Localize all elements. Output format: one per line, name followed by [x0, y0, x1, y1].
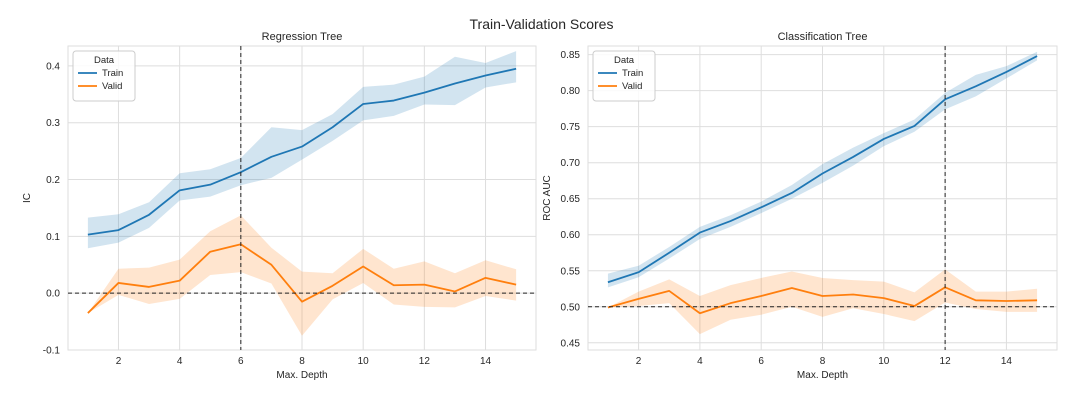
valid-series-line: [87, 243, 517, 314]
x-tick-label: 8: [299, 356, 305, 367]
x-tick-label: 2: [116, 356, 122, 367]
valid-confidence-band: [87, 215, 517, 336]
figure-title: Train-Validation Scores: [469, 16, 614, 32]
legend-label-train: Train: [622, 68, 643, 79]
legend-label-train: Train: [102, 68, 123, 79]
x-tick-label: 2: [636, 356, 642, 367]
x-tick-label: 6: [758, 356, 764, 367]
y-tick-label: 0.3: [46, 118, 60, 129]
legend-box: [72, 50, 136, 102]
y-axis-label: IC: [22, 193, 33, 203]
x-tick-label: 10: [878, 356, 890, 367]
y-tick-label: 0.45: [561, 338, 581, 349]
valid-confidence-band: [607, 269, 1038, 335]
subplot-title: Regression Tree: [262, 31, 343, 43]
train-confidence-band: [87, 51, 517, 249]
x-tick-label: 12: [419, 356, 431, 367]
y-tick-label: -0.1: [43, 346, 61, 357]
legend-title: Data: [94, 55, 115, 66]
x-tick-label: 8: [820, 356, 826, 367]
y-tick-label: 0.50: [561, 302, 581, 313]
train-series-line: [87, 67, 517, 236]
y-tick-label: 0.85: [561, 50, 581, 61]
legend-title: Data: [614, 55, 635, 66]
x-tick-label: 12: [940, 356, 952, 367]
x-axis-label: Max. Depth: [276, 370, 327, 381]
data-layer: [68, 46, 536, 350]
y-tick-label: 0.75: [561, 122, 581, 133]
train-confidence-band: [607, 51, 1038, 288]
subplot-title: Classification Tree: [778, 31, 868, 43]
train-series-line: [607, 55, 1038, 284]
legend-label-valid: Valid: [102, 81, 122, 92]
y-tick-label: 0.55: [561, 266, 581, 277]
y-tick-label: 0.80: [561, 86, 581, 97]
y-tick-label: 0.2: [46, 175, 60, 186]
x-axis-label: Max. Depth: [797, 370, 848, 381]
data-layer: [588, 46, 1057, 350]
legend-box: [592, 50, 656, 102]
x-tick-label: 4: [177, 356, 183, 367]
x-tick-label: 4: [697, 356, 703, 367]
x-tick-label: 14: [480, 356, 492, 367]
x-tick-label: 14: [1001, 356, 1013, 367]
valid-series-line: [607, 286, 1038, 315]
y-tick-label: 0.4: [46, 61, 60, 72]
legend-label-valid: Valid: [622, 81, 642, 92]
y-tick-label: 0.60: [561, 230, 581, 241]
y-tick-label: 0.0: [46, 289, 60, 300]
y-tick-label: 0.65: [561, 194, 581, 205]
x-tick-label: 10: [358, 356, 370, 367]
y-tick-label: 0.1: [46, 232, 60, 243]
x-tick-label: 6: [238, 356, 244, 367]
y-axis-label: ROC AUC: [542, 175, 553, 221]
y-tick-label: 0.70: [561, 158, 581, 169]
